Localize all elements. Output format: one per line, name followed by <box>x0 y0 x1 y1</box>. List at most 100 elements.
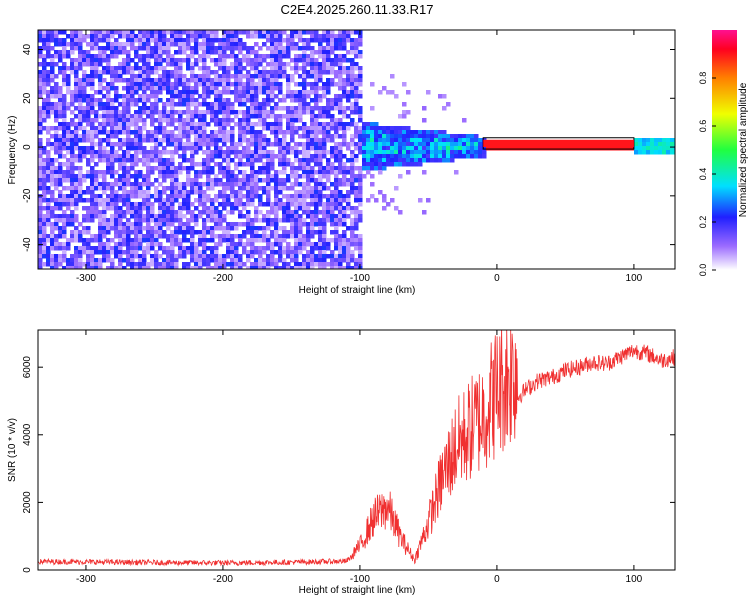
spectrogram-cell <box>238 30 243 35</box>
spectrogram-cell <box>202 202 207 207</box>
spectrogram-cell <box>290 46 295 51</box>
spectrogram-cell <box>398 138 403 143</box>
spectrogram-cell <box>294 242 299 247</box>
spectrogram-cell <box>330 266 335 269</box>
spectrogram-cell <box>242 162 247 167</box>
spectrogram-cell <box>242 126 247 131</box>
spectrogram-cell <box>166 198 171 203</box>
spectrogram-cell <box>342 38 347 43</box>
spectrogram-cell <box>314 106 319 111</box>
spectrogram-cell <box>170 58 175 63</box>
spectrogram-cell <box>238 98 243 103</box>
spectrogram-cell <box>138 94 143 99</box>
spectrogram-cell <box>310 134 315 139</box>
spectrogram-cell <box>322 62 327 67</box>
spectrogram-cell <box>298 126 303 131</box>
spectrogram-cell <box>314 162 319 167</box>
spectrogram-cell <box>62 106 67 111</box>
spectrogram-cell <box>138 118 143 123</box>
spectrogram-cell <box>194 190 199 195</box>
spectrogram-cell <box>250 66 255 71</box>
spectrogram-cell <box>206 226 211 231</box>
spectrogram-cell <box>226 222 231 227</box>
spectrogram-cell <box>414 134 419 139</box>
spectrogram-cell <box>290 198 295 203</box>
spectrogram-cell <box>130 254 135 259</box>
spectrogram-cell <box>214 110 219 115</box>
spectrogram-cell <box>246 82 251 87</box>
spectrogram-cell <box>158 50 163 55</box>
spectrogram-cell <box>46 34 51 39</box>
spectrogram-cell <box>214 50 219 55</box>
spectrogram-cell <box>398 158 403 163</box>
spectrogram-cell <box>342 182 347 187</box>
spectrogram-cell <box>274 70 279 75</box>
spectrogram-cell <box>338 182 343 187</box>
spectrogram-cell <box>366 162 371 167</box>
spectrogram-cell <box>186 230 191 235</box>
spectrogram-cell <box>94 266 99 269</box>
spectrogram-cell <box>58 142 63 147</box>
spectrogram-cell <box>238 182 243 187</box>
x-tick-label: 100 <box>626 574 643 585</box>
spectrogram-cell <box>230 246 235 251</box>
spectrogram-cell <box>234 262 239 267</box>
spectrogram-cell <box>158 126 163 131</box>
spectrogram-cell <box>138 146 143 151</box>
spectrogram-cell <box>374 154 379 159</box>
spectrogram-cell <box>402 110 407 115</box>
spectrogram-cell <box>298 54 303 59</box>
spectrogram-cell <box>86 250 91 255</box>
spectrogram-cell <box>318 222 323 227</box>
spectrogram-cell <box>118 186 123 191</box>
spectrogram-cell <box>162 118 167 123</box>
spectrogram-cell <box>334 178 339 183</box>
spectrogram-cell <box>226 110 231 115</box>
spectrogram-cell <box>114 210 119 215</box>
spectrogram-cell <box>254 170 259 175</box>
spectrogram-cell <box>378 142 383 147</box>
spectrogram-cell <box>174 126 179 131</box>
spectrogram-cell <box>262 82 267 87</box>
spectrogram-cell <box>134 118 139 123</box>
spectrogram-cell <box>134 162 139 167</box>
spectrogram-cell <box>42 46 47 51</box>
spectrogram-cell <box>98 246 103 251</box>
spectrogram-cell <box>122 162 127 167</box>
spectrogram-cell <box>266 98 271 103</box>
spectrogram-cell <box>262 154 267 159</box>
spectrogram-cell <box>186 102 191 107</box>
spectrogram-cell <box>258 78 263 83</box>
x-tick-label: -300 <box>76 273 96 284</box>
spectrogram-cell <box>194 38 199 43</box>
spectrogram-cell <box>250 178 255 183</box>
spectrogram-cell <box>306 238 311 243</box>
spectrogram-cell <box>274 130 279 135</box>
spectrogram-cell <box>306 110 311 115</box>
spectrogram-cell <box>354 222 359 227</box>
spectrogram-cell <box>278 158 283 163</box>
spectrogram-cell <box>202 134 207 139</box>
spectrogram-cell <box>654 138 659 143</box>
spectrogram-cell <box>350 158 355 163</box>
spectrogram-cell <box>214 234 219 239</box>
spectrogram-cell <box>546 146 551 151</box>
spectrogram-cell <box>326 110 331 115</box>
spectrogram-cell <box>246 250 251 255</box>
spectrogram-cell <box>82 106 87 111</box>
spectrogram-cell <box>234 94 239 99</box>
spectrogram-cell <box>126 58 131 63</box>
spectrogram-cell <box>130 86 135 91</box>
spectrogram-cell <box>242 250 247 255</box>
spectrogram-cell <box>310 46 315 51</box>
spectrogram-cell <box>126 146 131 151</box>
spectrogram-cell <box>142 46 147 51</box>
spectrogram-cell <box>390 198 395 203</box>
spectrogram-cell <box>278 130 283 135</box>
spectrogram-cell <box>406 146 411 151</box>
spectrogram-cell <box>154 218 159 223</box>
spectrogram-cell <box>94 214 99 219</box>
spectrogram-cell <box>222 214 227 219</box>
spectrogram-cell <box>70 38 75 43</box>
spectrogram-cell <box>274 202 279 207</box>
